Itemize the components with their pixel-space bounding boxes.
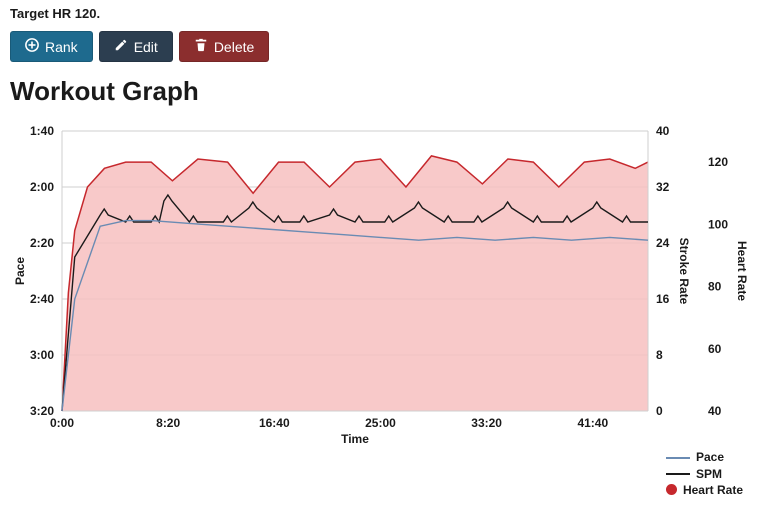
- svg-text:41:40: 41:40: [577, 416, 608, 430]
- legend-swatch-spm: [666, 473, 690, 475]
- svg-text:16: 16: [656, 292, 670, 306]
- svg-text:25:00: 25:00: [365, 416, 396, 430]
- delete-button-label: Delete: [214, 39, 254, 55]
- svg-text:Stroke Rate: Stroke Rate: [677, 238, 691, 305]
- plus-circle-icon: [25, 38, 39, 55]
- chart-legend: PaceSPMHeart Rate: [666, 449, 743, 498]
- svg-text:3:00: 3:00: [30, 348, 54, 362]
- action-buttons: Rank Edit Delete: [10, 31, 755, 62]
- svg-text:100: 100: [708, 217, 728, 231]
- svg-text:2:00: 2:00: [30, 180, 54, 194]
- graph-title: Workout Graph: [10, 76, 755, 107]
- svg-text:16:40: 16:40: [259, 416, 290, 430]
- legend-swatch-hr: [666, 484, 677, 495]
- legend-item-spm: SPM: [666, 466, 743, 482]
- delete-button[interactable]: Delete: [179, 31, 269, 62]
- svg-text:60: 60: [708, 342, 722, 356]
- legend-item-hr: Heart Rate: [666, 482, 743, 498]
- svg-text:120: 120: [708, 155, 728, 169]
- svg-text:24: 24: [656, 236, 670, 250]
- svg-text:8:20: 8:20: [156, 416, 180, 430]
- svg-text:32: 32: [656, 180, 670, 194]
- rank-button-label: Rank: [45, 39, 78, 55]
- legend-swatch-pace: [666, 457, 690, 459]
- svg-text:2:40: 2:40: [30, 292, 54, 306]
- legend-label-hr: Heart Rate: [683, 482, 743, 498]
- trash-icon: [194, 38, 208, 55]
- legend-label-spm: SPM: [696, 466, 722, 482]
- edit-button[interactable]: Edit: [99, 31, 173, 62]
- target-hr-text: Target HR 120.: [10, 6, 755, 21]
- svg-text:80: 80: [708, 280, 722, 294]
- svg-text:0:00: 0:00: [50, 416, 74, 430]
- svg-text:2:20: 2:20: [30, 236, 54, 250]
- edit-button-label: Edit: [134, 39, 158, 55]
- svg-text:33:20: 33:20: [471, 416, 502, 430]
- svg-text:8: 8: [656, 348, 663, 362]
- svg-text:1:40: 1:40: [30, 124, 54, 138]
- legend-label-pace: Pace: [696, 449, 724, 465]
- svg-text:40: 40: [656, 124, 670, 138]
- workout-chart: 1:402:002:202:403:003:20Pace0816243240St…: [8, 111, 755, 496]
- svg-text:Time: Time: [341, 432, 369, 446]
- rank-button[interactable]: Rank: [10, 31, 93, 62]
- legend-item-pace: Pace: [666, 449, 743, 465]
- svg-text:40: 40: [708, 404, 722, 418]
- pencil-icon: [114, 38, 128, 55]
- svg-text:0: 0: [656, 404, 663, 418]
- svg-text:Heart Rate: Heart Rate: [735, 241, 748, 301]
- svg-text:Pace: Pace: [13, 257, 27, 285]
